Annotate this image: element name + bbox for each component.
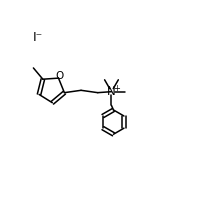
Text: O: O (55, 71, 63, 81)
Text: I⁻: I⁻ (33, 31, 43, 44)
Text: N: N (107, 85, 116, 98)
Text: +: + (113, 84, 120, 93)
